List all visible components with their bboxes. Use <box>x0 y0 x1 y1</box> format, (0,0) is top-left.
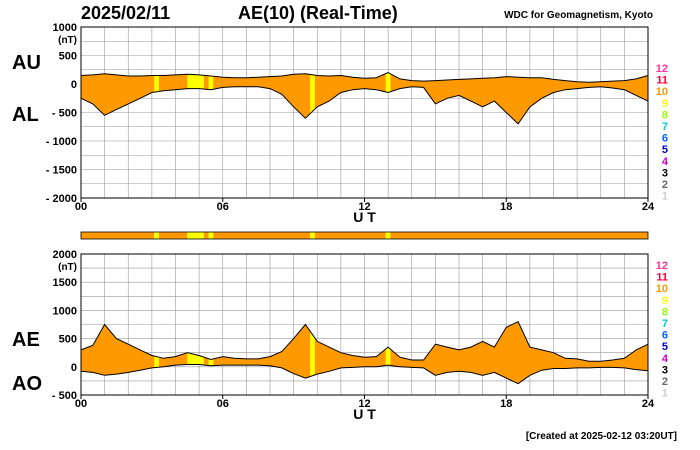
y-tick-label: 0 <box>71 79 77 91</box>
y-tick-label: 500 <box>59 334 77 346</box>
x-tick-label: 18 <box>500 398 512 410</box>
au-al-lower-line <box>80 86 649 125</box>
ae-label: AE <box>12 329 40 351</box>
station-count-label: 1 <box>662 388 668 400</box>
x-tick-label: 12 <box>358 398 370 410</box>
al-label: AL <box>12 104 39 126</box>
station-count-label: 9 <box>662 98 668 110</box>
station-count-label: 10 <box>656 283 668 295</box>
y-tick-label: 500 <box>59 51 77 63</box>
y-unit-label: (nT) <box>58 262 77 273</box>
station-count-label: 8 <box>662 306 668 318</box>
station-count-label: 3 <box>662 364 668 376</box>
ae-ao-area <box>81 321 648 384</box>
ae-ao-highlight-band <box>310 321 315 384</box>
x-tick-label: 18 <box>500 201 512 213</box>
station-count-label: 6 <box>662 133 668 145</box>
status-bar-segment <box>213 232 311 239</box>
station-count-label: 12 <box>656 260 668 272</box>
y-tick-label: - 500 <box>52 108 77 120</box>
index-title: AE(10) (Real-Time) <box>238 3 398 23</box>
y-tick-label: 1000 <box>53 22 77 34</box>
station-count-label: 5 <box>662 144 668 156</box>
x-axis-label: U T <box>353 406 376 422</box>
status-bar-segment <box>81 232 155 239</box>
x-tick-label: 00 <box>75 398 87 410</box>
status-bar-segment <box>154 232 159 239</box>
station-count-label: 4 <box>662 353 669 365</box>
station-count-label: 2 <box>662 179 668 191</box>
y-tick-label: - 1000 <box>46 136 77 148</box>
status-bar-segment <box>314 232 386 239</box>
ae-ao-lower-line <box>80 364 649 385</box>
x-tick-label: 12 <box>358 201 370 213</box>
x-axis-label: U T <box>353 209 376 225</box>
x-tick-label: 00 <box>75 201 87 213</box>
x-tick-label: 24 <box>642 201 655 213</box>
station-count-label: 7 <box>662 318 668 330</box>
y-tick-label: 1500 <box>53 277 77 289</box>
status-bar-segment <box>310 232 315 239</box>
station-count-label: 11 <box>656 75 668 87</box>
y-unit-label: (nT) <box>58 35 77 46</box>
station-count-label: 2 <box>662 376 668 388</box>
y-tick-label: - 2000 <box>46 193 77 205</box>
institute-label: WDC for Geomagnetism, Kyoto <box>504 10 653 21</box>
station-count-label: 1 <box>662 191 668 203</box>
station-count-label: 6 <box>662 330 668 342</box>
x-tick-label: 24 <box>642 398 655 410</box>
au-al-highlight-band <box>310 72 315 124</box>
status-bar-segment <box>390 232 648 239</box>
au-al-upper-line <box>80 72 649 83</box>
station-count-label: 9 <box>662 295 668 307</box>
status-bar-segment <box>158 232 188 239</box>
y-tick-label: 0 <box>71 362 77 374</box>
station-count-label: 4 <box>662 156 669 168</box>
au-al-area <box>81 72 648 124</box>
station-count-label: 7 <box>662 121 668 133</box>
ae-ao-upper-line <box>80 321 649 362</box>
station-count-label: 12 <box>656 63 668 75</box>
station-count-label: 8 <box>662 109 668 121</box>
y-tick-label: 1000 <box>53 305 77 317</box>
status-bar-segment <box>385 232 391 239</box>
y-tick-label: - 1500 <box>46 165 77 177</box>
status-bar-frame <box>80 231 649 240</box>
status-bar-segment <box>208 232 214 239</box>
station-count-label: 10 <box>656 86 668 98</box>
ae-ao-highlight-band <box>385 321 391 384</box>
created-timestamp: [Created at 2025-02-12 03:20UT] <box>525 431 677 442</box>
x-tick-label: 06 <box>217 398 229 410</box>
y-tick-label: 2000 <box>53 249 77 261</box>
ao-label: AO <box>12 373 42 395</box>
date-title: 2025/02/11 <box>81 3 171 23</box>
au-label: AU <box>12 52 41 74</box>
y-tick-label: - 500 <box>52 390 77 402</box>
station-count-label: 11 <box>656 272 668 284</box>
status-bar-segment <box>203 232 209 239</box>
x-tick-label: 06 <box>217 201 229 213</box>
station-count-label: 3 <box>662 167 668 179</box>
station-count-label: 5 <box>662 341 668 353</box>
status-bar-segment <box>187 232 204 239</box>
